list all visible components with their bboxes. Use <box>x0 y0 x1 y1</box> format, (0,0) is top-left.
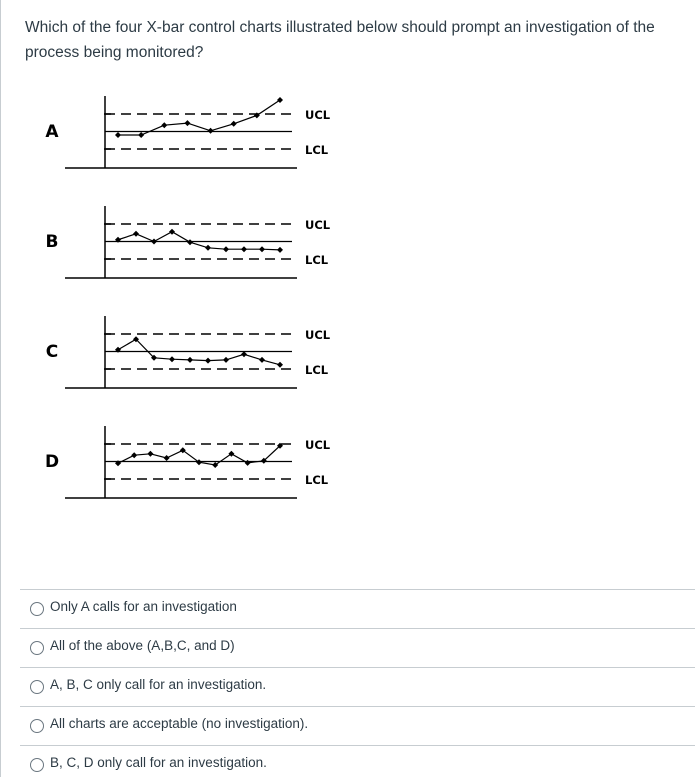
data-point <box>196 459 202 466</box>
data-point <box>253 112 260 119</box>
answer-label: A, B, C only call for an investigation. <box>50 677 267 692</box>
data-point <box>241 351 247 358</box>
control-charts-svg: A UCL LCL B UCL LCL C UCL LCL D UCL LCL <box>45 96 331 499</box>
data-point <box>169 228 175 235</box>
answer-label: All of the above (A,B,C, and D) <box>50 638 235 653</box>
chart-letter: A <box>45 122 59 142</box>
lcl-label: LCL <box>305 363 329 377</box>
data-point <box>133 230 139 237</box>
answer-list: Only A calls for an investigation All of… <box>0 589 695 784</box>
ucl-label: UCL <box>305 218 331 232</box>
data-point <box>115 132 121 138</box>
lcl-label: LCL <box>305 473 329 487</box>
data-point <box>169 356 175 363</box>
data-point <box>223 246 229 253</box>
data-point <box>205 357 211 364</box>
data-point <box>151 238 157 245</box>
ucl-label: UCL <box>305 438 331 452</box>
data-point <box>115 236 121 243</box>
data-point <box>244 459 251 466</box>
data-point <box>277 246 283 253</box>
series-line <box>117 231 281 251</box>
data-point <box>207 127 214 134</box>
data-point <box>161 122 168 129</box>
data-point <box>138 132 145 138</box>
data-point <box>151 354 157 361</box>
data-point <box>230 120 237 127</box>
data-point <box>147 450 154 457</box>
lcl-label: LCL <box>305 253 329 267</box>
data-point <box>260 457 267 464</box>
data-point <box>131 452 138 459</box>
answer-label: Only A calls for an investigation <box>50 599 237 614</box>
chart-letter: D <box>45 452 59 472</box>
data-point <box>115 460 121 467</box>
data-point <box>277 442 283 449</box>
data-point <box>241 246 247 253</box>
lcl-label: LCL <box>305 143 329 157</box>
data-point <box>184 120 191 127</box>
data-point <box>179 447 186 454</box>
content-left-border <box>0 0 1 777</box>
radio-button-icon[interactable] <box>30 680 44 694</box>
answer-option-4[interactable]: B, C, D only call for an investigation. <box>20 745 695 784</box>
data-point <box>259 246 265 253</box>
data-point <box>277 361 283 368</box>
ucl-label: UCL <box>305 108 331 122</box>
chart-letter: C <box>46 342 58 362</box>
answer-option-0[interactable]: Only A calls for an investigation <box>20 589 695 628</box>
data-point <box>133 336 139 343</box>
radio-button-icon[interactable] <box>30 719 44 733</box>
chart-letter: B <box>46 232 59 252</box>
ucl-label: UCL <box>305 328 331 342</box>
answer-label: B, C, D only call for an investigation. <box>50 755 267 770</box>
radio-button-icon[interactable] <box>30 758 44 772</box>
data-point <box>115 346 121 353</box>
series-line <box>118 99 281 136</box>
control-charts-figure: A UCL LCL B UCL LCL C UCL LCL D UCL LCL <box>0 80 400 510</box>
data-point <box>228 450 235 457</box>
radio-button-icon[interactable] <box>30 602 44 616</box>
data-point <box>223 356 229 363</box>
question-text: Which of the four X-bar control charts i… <box>25 19 655 61</box>
data-point <box>205 244 211 251</box>
answer-option-3[interactable]: All charts are acceptable (no investigat… <box>20 706 695 745</box>
answer-label: All charts are acceptable (no investigat… <box>50 716 309 731</box>
series-line <box>117 338 281 366</box>
data-point <box>277 97 283 103</box>
data-point <box>187 239 193 246</box>
data-point <box>259 356 265 363</box>
data-point <box>212 462 219 468</box>
answer-option-1[interactable]: All of the above (A,B,C, and D) <box>20 628 695 667</box>
data-point <box>163 455 170 461</box>
data-point <box>187 356 193 363</box>
radio-button-icon[interactable] <box>30 641 44 655</box>
answer-option-2[interactable]: A, B, C only call for an investigation. <box>20 667 695 706</box>
